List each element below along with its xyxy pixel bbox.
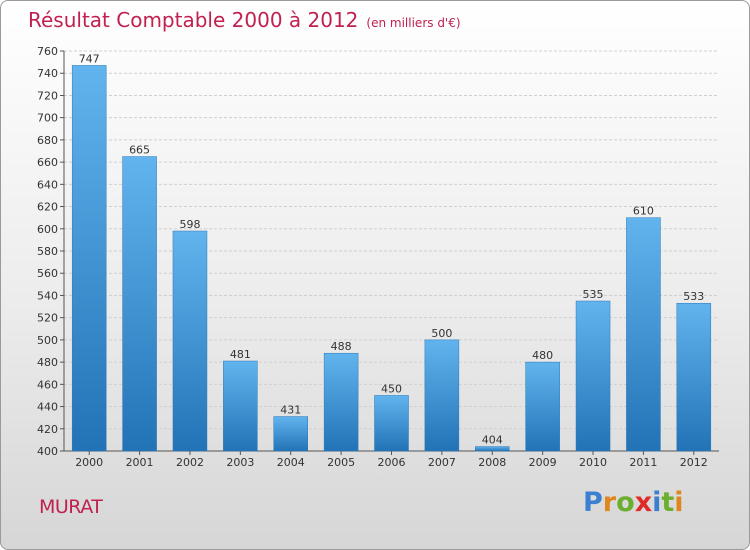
y-tick-label: 660: [37, 156, 58, 169]
x-tick-label: 2006: [378, 456, 406, 469]
y-tick-label: 720: [37, 89, 58, 102]
x-tick-label: 2008: [478, 456, 506, 469]
data-label: 535: [583, 288, 604, 301]
logo-letter: t: [661, 487, 675, 518]
x-tick-label: 2007: [428, 456, 456, 469]
data-label: 665: [129, 144, 150, 157]
bars: [71, 65, 712, 452]
bar: [575, 300, 611, 452]
y-tick-label: 680: [37, 134, 58, 147]
logo-letter: x: [634, 487, 653, 518]
x-tick-label: 2012: [680, 456, 708, 469]
bar: [71, 65, 107, 452]
y-tick-label: 480: [37, 356, 58, 369]
y-tick-label: 700: [37, 112, 58, 125]
labels: 747 665 598 481 431 488 450 500 404 480 535 610 533: [79, 52, 705, 446]
axes: 400 420 440 460 480 500 520 540 560 580 600 620 640 6…: [37, 45, 719, 469]
bar: [676, 302, 712, 452]
data-label: 500: [431, 327, 452, 340]
y-tick-label: 600: [37, 223, 58, 236]
x-tick-label: 2004: [277, 456, 305, 469]
data-label: 431: [280, 404, 301, 417]
bar: [273, 416, 308, 452]
bar: [525, 361, 560, 452]
chart-title-text: Résultat Comptable 2000 à 2012: [28, 8, 359, 32]
y-tick-label: 500: [37, 334, 58, 347]
y-tick-label: 520: [37, 312, 58, 325]
x-tick-label: 2010: [579, 456, 607, 469]
bar: [475, 446, 510, 452]
logo-letter: P: [583, 487, 603, 518]
x-tick-label: 2001: [126, 456, 154, 469]
data-label: 488: [331, 340, 352, 353]
logo-letter: i: [674, 487, 684, 518]
data-label: 450: [381, 382, 402, 395]
y-tick-label: 640: [37, 178, 58, 191]
y-tick-label: 580: [37, 245, 58, 258]
proxiti-logo[interactable]: Proxiti: [583, 487, 684, 518]
data-label: 480: [532, 349, 553, 362]
bar: [374, 395, 409, 452]
y-tick-label: 460: [37, 378, 58, 391]
data-label: 747: [79, 52, 100, 65]
logo-letter: r: [602, 487, 617, 518]
bar: [424, 339, 460, 452]
x-tick-label: 2000: [75, 456, 103, 469]
bar: [323, 352, 359, 452]
y-tick-label: 760: [37, 45, 58, 58]
x-tick-label: 2003: [226, 456, 254, 469]
y-tick-label: 540: [37, 289, 58, 302]
chart-title: Résultat Comptable 2000 à 2012 (en millie…: [28, 8, 461, 32]
data-label: 533: [683, 290, 704, 303]
y-tick-label: 440: [37, 401, 58, 414]
bar: [172, 230, 208, 452]
x-tick-label: 2011: [629, 456, 657, 469]
logo-letter: i: [652, 487, 662, 518]
data-label: 610: [633, 205, 654, 218]
data-label: 598: [179, 218, 200, 231]
x-tick-label: 2009: [529, 456, 557, 469]
bar: [223, 360, 258, 452]
bar: [122, 156, 157, 452]
data-label: 481: [230, 348, 251, 361]
y-tick-label: 420: [37, 423, 58, 436]
chart-subtitle: (en milliers d'€): [366, 16, 461, 30]
commune-name: MURAT: [39, 496, 103, 518]
y-tick-label: 620: [37, 201, 58, 214]
data-label: 404: [482, 434, 503, 447]
bar: [626, 217, 661, 452]
x-tick-label: 2005: [327, 456, 355, 469]
logo-letter: o: [616, 487, 635, 518]
y-tick-label: 740: [37, 67, 58, 80]
y-tick-label: 560: [37, 267, 58, 280]
x-tick-label: 2002: [176, 456, 204, 469]
y-tick-label: 400: [37, 445, 58, 458]
